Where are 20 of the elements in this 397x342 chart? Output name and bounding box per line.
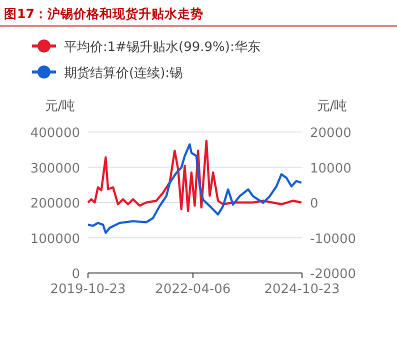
y2-tick-label: 0: [310, 196, 318, 212]
x-tick-label: 2024-10-23: [264, 282, 340, 297]
y2-tick-label: -20000: [310, 267, 356, 282]
y2-tick-label: 20000: [310, 126, 352, 141]
line-series: [86, 143, 303, 234]
legend-label: 平均价:1#锡升贴水(99.9%):华东: [64, 40, 260, 55]
y-axis-title: 元/吨: [44, 99, 76, 114]
y-tick-label: 0: [72, 267, 80, 282]
y2-axis-title: 元/吨: [316, 99, 348, 114]
chart-title: 图17：沪锡价格和现货升贴水走势: [4, 6, 204, 21]
x-tick-label: 2022-04-06: [155, 282, 231, 297]
y2-tick-label: 10000: [310, 161, 352, 176]
y-tick-label: 100000: [30, 232, 80, 247]
y-tick-label: 200000: [30, 196, 80, 212]
y2-tick-label: -10000: [310, 232, 356, 247]
y-tick-label: 400000: [30, 126, 80, 141]
x-tick-label: 2019-10-23: [50, 282, 126, 297]
legend-label: 期货结算价(连续):锡: [64, 66, 183, 81]
y-tick-label: 300000: [30, 161, 80, 176]
line-series: [86, 140, 303, 212]
